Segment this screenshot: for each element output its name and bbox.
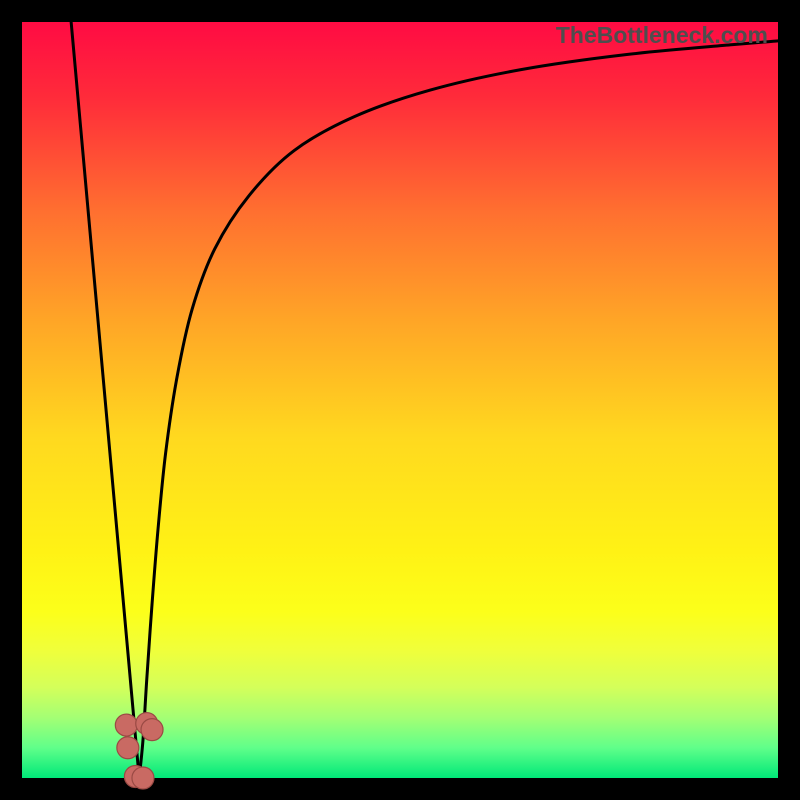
plot-area: TheBottleneck.com xyxy=(22,22,778,778)
data-marker xyxy=(115,714,137,736)
watermark-text: TheBottleneck.com xyxy=(556,22,768,49)
data-marker xyxy=(141,719,163,741)
chart-container: TheBottleneck.com xyxy=(0,0,800,800)
data-markers xyxy=(22,22,778,778)
data-marker xyxy=(117,737,139,759)
data-marker xyxy=(132,767,154,789)
